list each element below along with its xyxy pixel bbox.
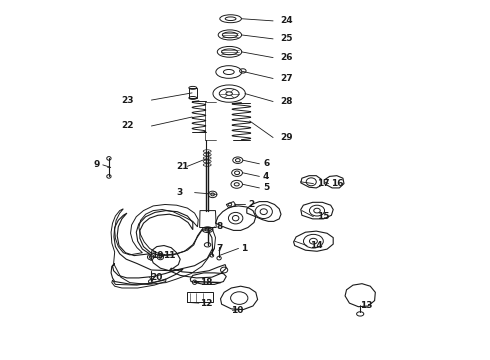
Text: 8: 8 (216, 222, 222, 231)
Text: 2: 2 (248, 200, 255, 209)
Text: 16: 16 (331, 179, 344, 188)
Text: 23: 23 (121, 95, 133, 104)
Text: 9: 9 (94, 161, 100, 169)
Text: 25: 25 (280, 34, 293, 43)
Text: 5: 5 (263, 184, 269, 192)
Bar (189, 88, 197, 98)
Text: 17: 17 (317, 179, 330, 188)
Text: 14: 14 (310, 241, 322, 250)
Text: 12: 12 (200, 299, 213, 307)
Text: 7: 7 (216, 244, 222, 253)
Text: 22: 22 (121, 122, 133, 130)
Text: 11: 11 (163, 251, 175, 260)
Text: 26: 26 (280, 53, 293, 62)
Text: 13: 13 (360, 301, 373, 310)
Text: 6: 6 (263, 159, 269, 168)
Text: 18: 18 (200, 278, 213, 287)
Text: 15: 15 (317, 212, 329, 221)
Text: 1: 1 (242, 244, 247, 253)
Text: 24: 24 (280, 16, 293, 25)
Text: 29: 29 (280, 133, 293, 142)
Text: 3: 3 (176, 188, 183, 197)
Text: 20: 20 (151, 273, 163, 282)
Bar (187, 292, 213, 302)
Text: 10: 10 (231, 306, 244, 315)
Text: 21: 21 (176, 162, 189, 171)
Text: 19: 19 (151, 251, 163, 260)
Text: 4: 4 (263, 172, 270, 181)
Text: 27: 27 (280, 74, 293, 83)
Text: 28: 28 (280, 97, 293, 106)
